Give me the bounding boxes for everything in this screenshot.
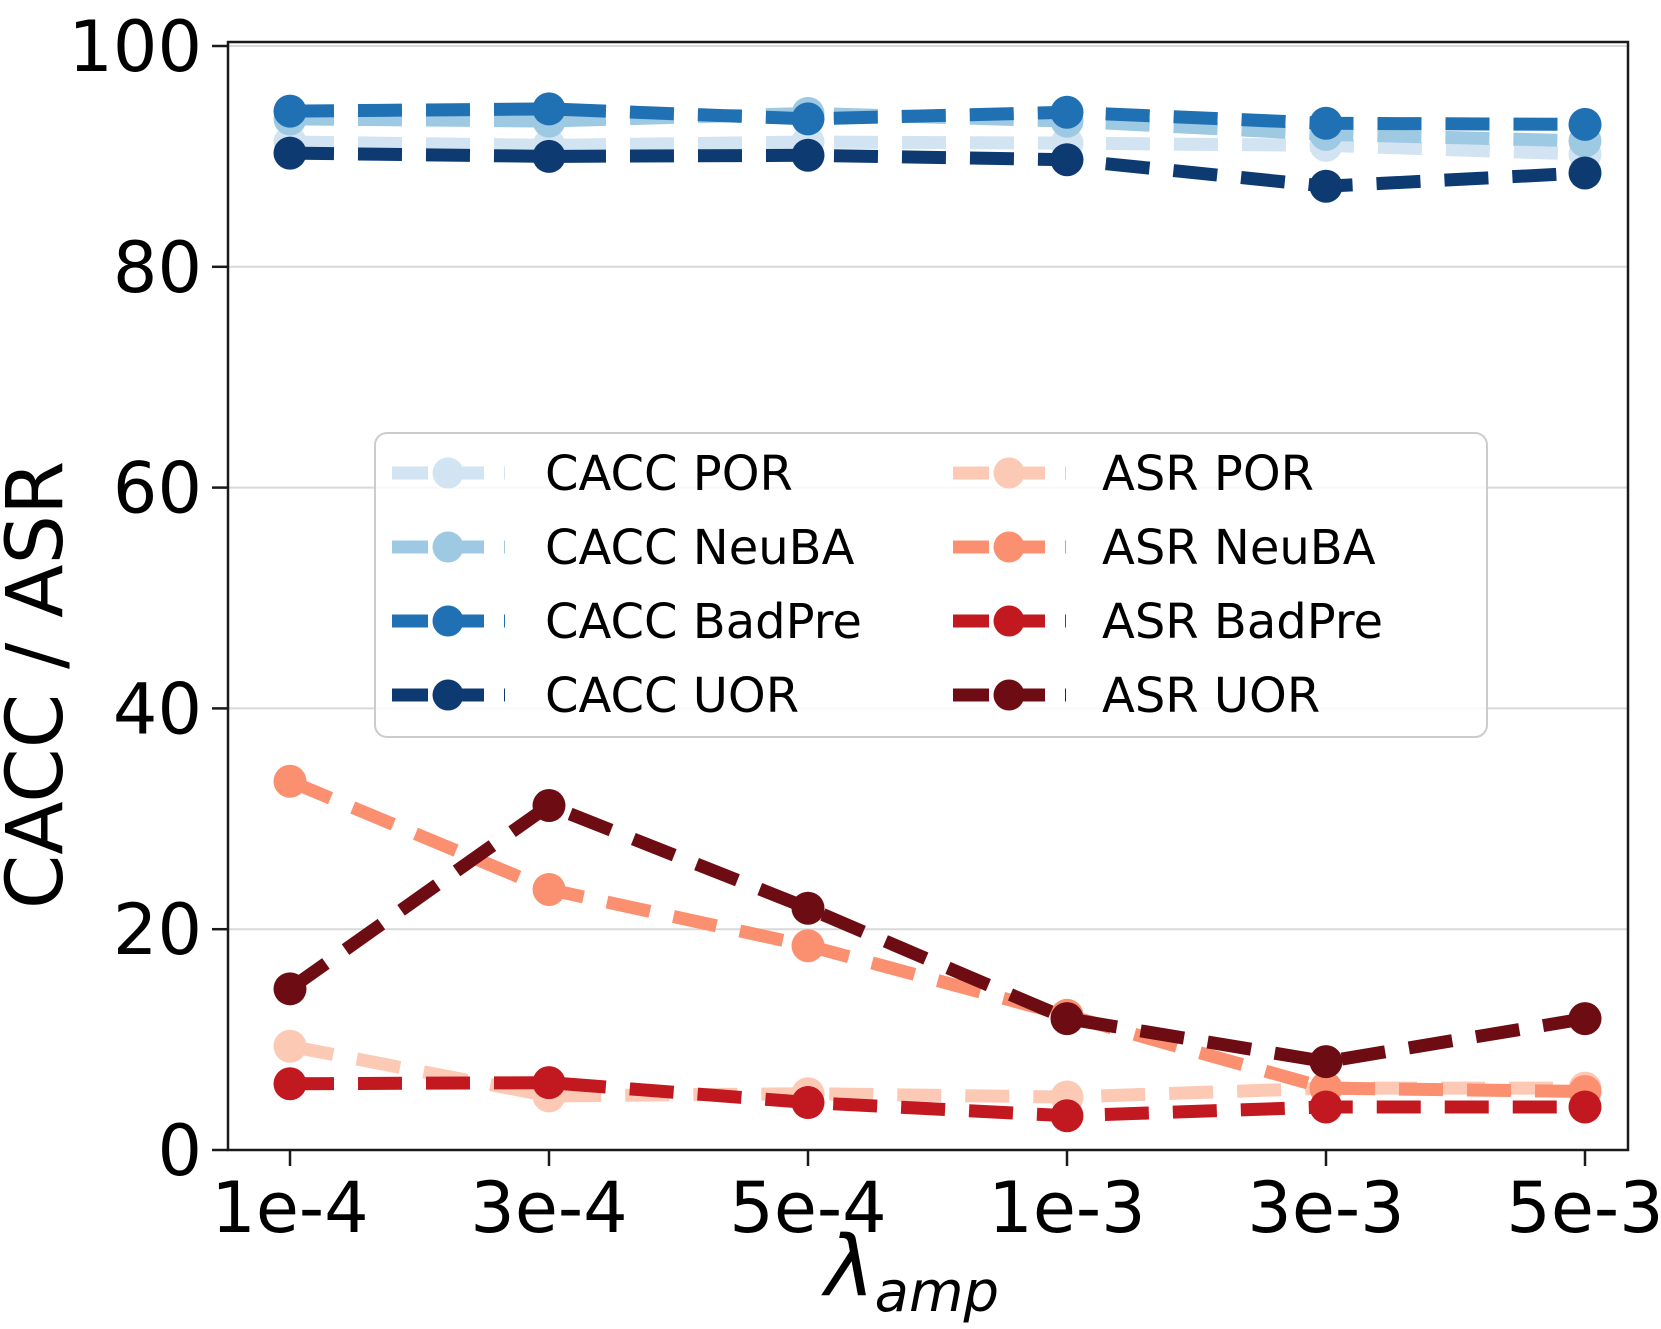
legend-marker-dot (432, 531, 464, 563)
data-point-marker (1309, 106, 1343, 140)
data-point-marker (532, 139, 566, 173)
y-tick-label-20: 20 (113, 889, 202, 971)
data-point-marker (1568, 1002, 1602, 1036)
y-tick-label-60: 60 (113, 448, 202, 530)
legend: CACC POR CACC NeuBA CACC BadPre CACC UOR ASR… (374, 432, 1488, 738)
legend-entry-cacc-neuba: CACC NeuBA (392, 520, 855, 576)
series-asr-badpre (273, 1066, 1602, 1133)
data-point-marker (273, 972, 307, 1006)
legend-entry-asr-neuba: ASR NeuBA (953, 520, 1376, 576)
legend-label: ASR BadPre (1102, 594, 1383, 650)
data-point-marker (1568, 1090, 1602, 1124)
y-tick-label-40: 40 (113, 668, 202, 750)
series-line (288, 1039, 1585, 1104)
data-point-marker (1309, 1045, 1343, 1079)
data-point-marker (1309, 1090, 1343, 1124)
series-cacc-uor (273, 136, 1602, 203)
data-point-marker (273, 1067, 307, 1101)
legend-marker-dot (993, 457, 1025, 489)
plot-border (226, 40, 1630, 1152)
tick-labels: 0 20 40 60 80 100 1e-4 3e-4 5e-4 1e-3 3e-3 5e-3 (68, 6, 1661, 1249)
axes (212, 40, 1630, 1166)
series-line (289, 135, 1586, 161)
legend-entry-cacc-badpre: CACC BadPre (392, 594, 862, 650)
legend-entry-cacc-uor: CACC UOR (392, 668, 799, 724)
data-point-marker (1309, 169, 1343, 203)
data-point-marker (1568, 156, 1602, 190)
data-point-marker (791, 102, 825, 136)
legend-entry-asr-uor: ASR UOR (953, 668, 1320, 724)
data-series (273, 92, 1602, 1133)
x-tick-label-1e-3: 1e-3 (988, 1167, 1145, 1249)
x-axis-label-subscript: amp (875, 1260, 999, 1325)
data-point-marker (532, 92, 566, 126)
x-axis-label: λamp (821, 1217, 999, 1325)
series-line (289, 102, 1586, 131)
legend-label: CACC POR (545, 446, 793, 502)
series-line (289, 1076, 1585, 1123)
series-asr-uor (273, 789, 1602, 1079)
data-point-marker (273, 136, 307, 170)
legend-label: CACC BadPre (545, 594, 862, 650)
data-point-marker (532, 872, 566, 906)
data-point-marker (273, 94, 307, 128)
y-tick-label-80: 80 (113, 227, 202, 309)
legend-label: ASR UOR (1102, 668, 1320, 724)
data-point-marker (1050, 1099, 1084, 1133)
series-line (286, 798, 1587, 1069)
legend-marker-dot (993, 531, 1025, 563)
data-point-marker (273, 1029, 307, 1063)
y-tick-label-0: 0 (157, 1110, 202, 1192)
legend-marker-dot (993, 679, 1025, 711)
x-tick-label-1e-4: 1e-4 (211, 1167, 368, 1249)
x-tick-label-3e-3: 3e-3 (1247, 1167, 1404, 1249)
legend-entry-asr-por: ASR POR (953, 446, 1314, 502)
legend-label: ASR POR (1102, 446, 1314, 502)
y-tick-label-100: 100 (68, 6, 202, 88)
x-tick-label-5e-4: 5e-4 (729, 1167, 886, 1249)
data-point-marker (532, 1066, 566, 1100)
series-asr-neuba (273, 764, 1602, 1108)
data-point-marker (1050, 95, 1084, 129)
legend-entry-cacc-por: CACC POR (392, 446, 793, 502)
legend-marker-dot (432, 679, 464, 711)
legend-label: CACC UOR (545, 668, 799, 724)
series-cacc-badpre (273, 92, 1602, 141)
legend-marker-dot (432, 457, 464, 489)
legend-label: ASR NeuBA (1102, 520, 1376, 576)
legend-label: CACC NeuBA (545, 520, 855, 576)
data-point-marker (1568, 107, 1602, 141)
legend-marker-dot (432, 605, 464, 637)
legend-box (374, 432, 1488, 738)
data-point-marker (791, 891, 825, 925)
data-point-marker (273, 764, 307, 798)
data-point-marker (791, 1086, 825, 1120)
y-axis-label: CACC / ASR (0, 461, 81, 909)
data-point-marker (1050, 143, 1084, 177)
data-point-marker (1050, 1002, 1084, 1036)
x-tick-label-3e-4: 3e-4 (470, 1167, 627, 1249)
x-tick-label-5e-3: 5e-3 (1506, 1167, 1661, 1249)
series-line (287, 775, 1586, 1098)
legend-marker-dot (993, 605, 1025, 637)
data-point-marker (532, 789, 566, 823)
x-axis-label-symbol: λ (821, 1217, 875, 1315)
data-point-marker (791, 138, 825, 172)
data-point-marker (791, 929, 825, 963)
series-line (289, 146, 1586, 193)
legend-entry-asr-badpre: ASR BadPre (953, 594, 1383, 650)
